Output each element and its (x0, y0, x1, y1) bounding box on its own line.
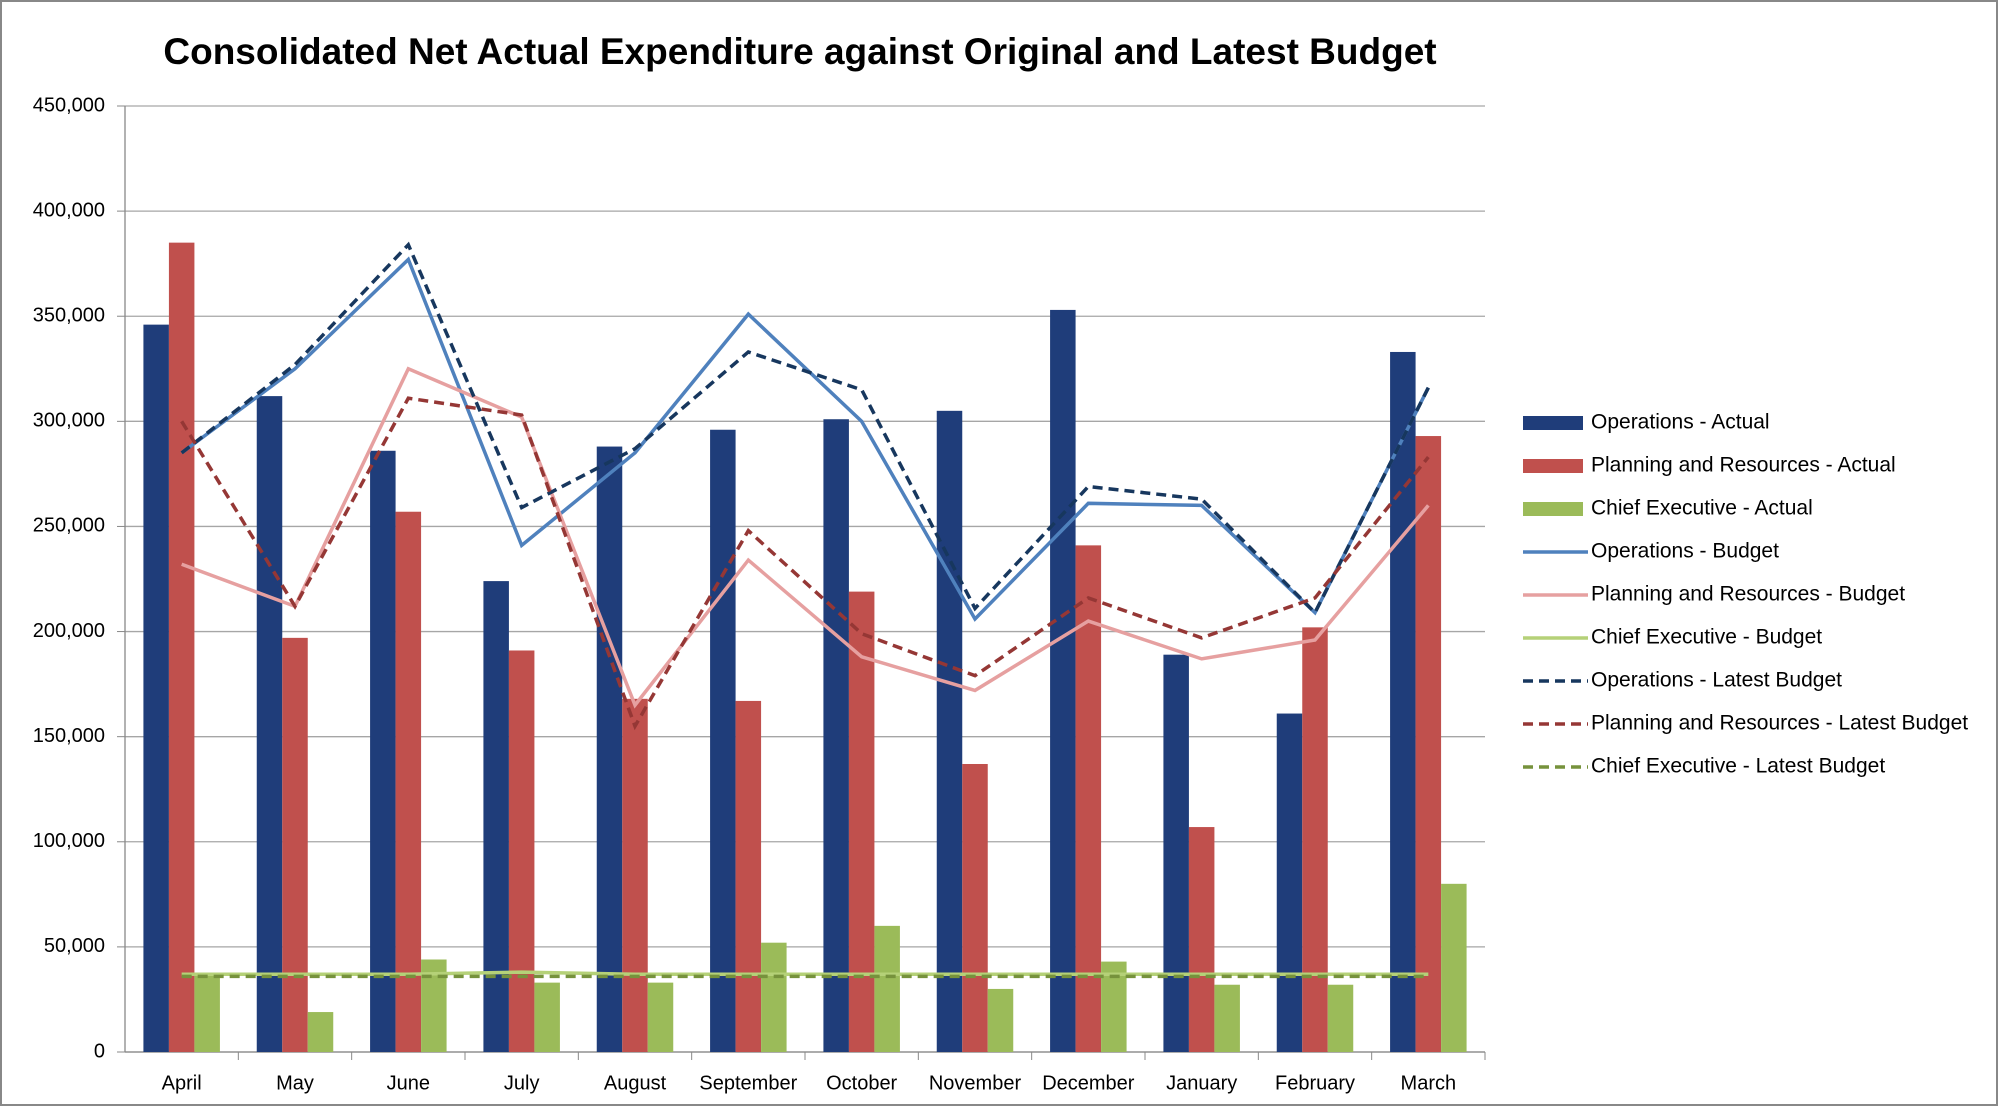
bar (622, 698, 648, 1052)
x-tick-label: January (1166, 1072, 1237, 1094)
y-tick-label: 450,000 (33, 94, 105, 116)
legend-label: Planning and Resources - Latest Budget (1591, 712, 1968, 735)
bar (1276, 713, 1303, 1052)
legend: Operations - Actual Planning and Resource… (1523, 411, 1968, 778)
bar (647, 982, 674, 1052)
x-tick-label: May (276, 1072, 314, 1094)
legend-label: Operations - Budget (1591, 540, 1779, 563)
legend-label: Planning and Resources - Budget (1591, 583, 1905, 606)
y-tick-label: 300,000 (33, 410, 105, 432)
x-tick-label: June (387, 1072, 430, 1094)
legend-label: Planning and Resources - Actual (1591, 454, 1896, 477)
y-tick-label: 400,000 (33, 199, 105, 221)
bar (1415, 436, 1442, 1052)
bar (508, 650, 535, 1052)
y-tick-label: 250,000 (33, 515, 105, 537)
bar (1441, 883, 1467, 1052)
line (180, 256, 1430, 622)
bar (1302, 627, 1328, 1052)
bar (194, 974, 220, 1052)
bar (596, 446, 623, 1052)
bar (1188, 827, 1215, 1052)
y-tick-label: 0 (94, 1040, 105, 1062)
x-tick-label: April (162, 1072, 202, 1094)
y-tick-label: 150,000 (33, 725, 105, 747)
line (181, 366, 1430, 709)
chart-title: Consolidated Net Actual Expenditure agai… (163, 31, 1436, 72)
y-tick-label: 100,000 (33, 830, 105, 852)
bar (874, 925, 900, 1052)
bar (1214, 984, 1240, 1052)
line (181, 970, 1429, 976)
bar (1390, 351, 1416, 1053)
bar (534, 982, 560, 1052)
legend-label: Chief Executive - Latest Budget (1591, 755, 1885, 778)
x-tick-label: November (929, 1072, 1022, 1094)
bar (307, 1012, 334, 1052)
line (180, 396, 1430, 731)
x-tick-label: September (699, 1072, 797, 1094)
bar (168, 242, 195, 1053)
bar (282, 637, 308, 1052)
x-tick-label: August (604, 1072, 667, 1094)
x-tick-label: July (504, 1072, 540, 1094)
legend-swatch (1523, 459, 1583, 473)
y-tick-label: 350,000 (33, 305, 105, 327)
x-tick-label: December (1042, 1072, 1135, 1094)
x-tick-label: March (1401, 1072, 1457, 1094)
bar (1050, 309, 1076, 1053)
line (180, 241, 1430, 616)
bar (395, 511, 422, 1052)
bar (710, 429, 736, 1053)
bar (256, 396, 283, 1052)
bar (962, 763, 988, 1052)
legend-label: Operations - Latest Budget (1591, 669, 1842, 692)
y-tick-label: 50,000 (44, 935, 105, 957)
bar (761, 942, 787, 1052)
y-tick-label: 200,000 (33, 620, 105, 642)
bar (370, 450, 396, 1053)
bar (1163, 654, 1189, 1052)
bar (483, 581, 509, 1052)
bar (1327, 984, 1354, 1052)
legend-label: Operations - Actual (1591, 411, 1770, 434)
legend-swatch (1523, 502, 1583, 516)
legend-swatch (1523, 416, 1583, 430)
bar (936, 410, 963, 1052)
x-tick-label: October (826, 1072, 897, 1094)
bar (735, 700, 762, 1052)
legend-label: Chief Executive - Actual (1591, 497, 1813, 520)
x-tick-label: February (1275, 1072, 1355, 1094)
bar (143, 324, 169, 1052)
legend-label: Chief Executive - Budget (1591, 626, 1822, 649)
bar (823, 419, 849, 1053)
bar (1075, 545, 1102, 1052)
bar (987, 988, 1014, 1052)
